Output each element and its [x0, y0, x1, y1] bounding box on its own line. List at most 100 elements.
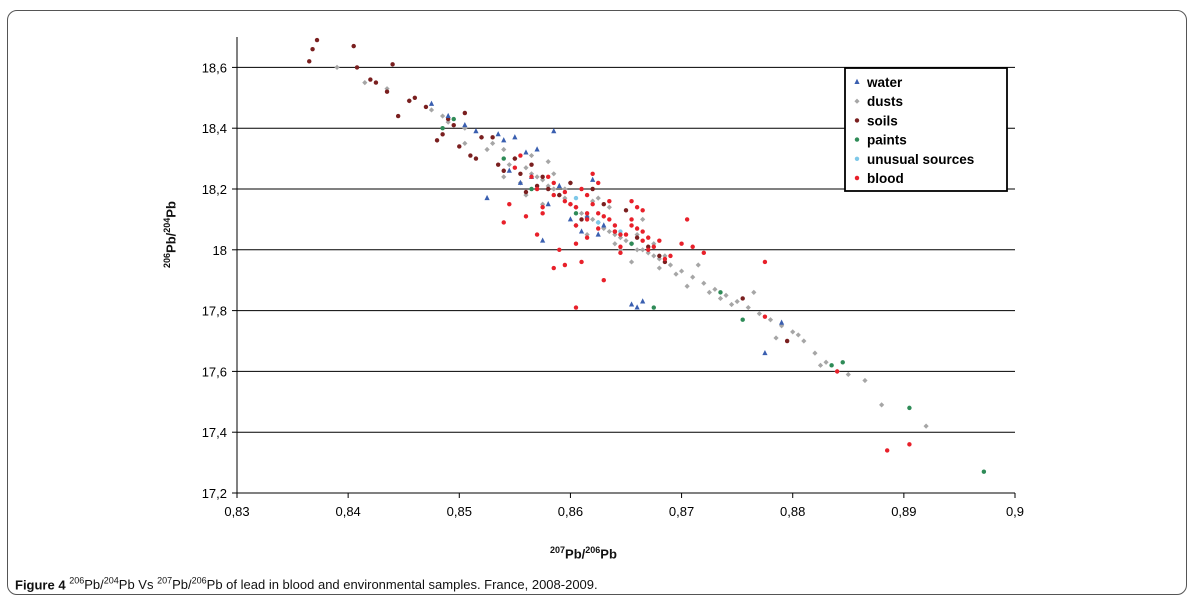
- water-point: [779, 319, 785, 325]
- dusts-point: [690, 274, 696, 280]
- dusts-point: [812, 350, 818, 356]
- y-tick-label: 17,8: [202, 304, 227, 319]
- blood-point: [701, 250, 707, 256]
- soils-point: [310, 46, 315, 52]
- blood-point: [596, 211, 601, 216]
- soils-point: [314, 37, 320, 43]
- blood-point: [584, 235, 590, 240]
- paints-point: [840, 360, 845, 365]
- blood-point: [579, 186, 584, 192]
- blood-point: [562, 189, 568, 195]
- legend-label-unusual-sources: unusual sources: [867, 152, 974, 167]
- dusts-point: [801, 338, 807, 344]
- unusual-sources-point: [596, 220, 601, 225]
- water-point: [517, 179, 524, 185]
- legend-marker-dusts: [854, 98, 860, 104]
- soils-point: [657, 253, 662, 259]
- blood-point: [651, 244, 656, 249]
- dusts-point: [923, 423, 929, 429]
- blood-point: [512, 165, 518, 170]
- blood-point: [557, 247, 562, 253]
- blood-point: [640, 238, 645, 243]
- dusts-point: [673, 271, 679, 277]
- figure-caption: Figure 4 206Pb/204Pb Vs 207Pb/206Pb of l…: [15, 576, 598, 592]
- dusts-point: [767, 317, 774, 323]
- soils-point: [579, 217, 584, 222]
- soils-point: [534, 183, 540, 189]
- legend: water dusts soils paints unusual sources bloo…: [844, 67, 1008, 192]
- dusts-point: [723, 292, 729, 298]
- dusts-point: [667, 262, 674, 268]
- data-points: [307, 37, 987, 474]
- dusts-point: [862, 377, 868, 384]
- legend-marker-water: [854, 78, 860, 84]
- paints-point: [829, 363, 834, 368]
- dusts-point: [606, 204, 612, 210]
- blood-point: [518, 153, 523, 158]
- blood-point: [623, 232, 629, 237]
- soils-point: [634, 235, 640, 240]
- water-point: [556, 182, 562, 188]
- y-tick-label: 18,2: [202, 182, 227, 197]
- blood-point: [573, 205, 579, 210]
- soils-point: [545, 186, 551, 192]
- dusts-point: [728, 301, 735, 308]
- soils-point: [495, 162, 501, 167]
- dusts-point: [701, 280, 707, 286]
- blood-point: [668, 253, 673, 259]
- x-axis-title: 207Pb/206Pb: [550, 545, 617, 562]
- blood-point: [646, 235, 651, 240]
- dusts-point: [501, 146, 507, 153]
- legend-marker-soils: [854, 118, 860, 123]
- soils-point: [423, 104, 429, 110]
- dusts-point: [623, 238, 629, 244]
- water-point: [640, 298, 646, 304]
- blood-point: [534, 232, 540, 237]
- legend-marker-blood: [854, 175, 860, 181]
- blood-point: [523, 214, 529, 219]
- dusts-point: [501, 174, 507, 180]
- x-tick-label: 0,89: [891, 504, 916, 519]
- soils-point: [740, 296, 745, 301]
- dusts-point: [734, 298, 740, 305]
- soils-point: [540, 174, 545, 180]
- water-point: [595, 231, 601, 237]
- water-point: [540, 237, 546, 243]
- paints-point: [451, 116, 456, 122]
- blood-point: [573, 223, 579, 228]
- caption-text: 206Pb/204Pb Vs 207Pb/206Pb of lead in bl…: [69, 576, 598, 593]
- soils-point: [518, 171, 523, 177]
- dusts-point: [428, 107, 435, 113]
- figure-label: Figure 4: [15, 577, 66, 593]
- y-axis-title: 206Pb/204Pb: [162, 201, 179, 268]
- dusts-point: [490, 140, 496, 146]
- x-tick-label: 0,84: [335, 504, 360, 519]
- blood-point: [562, 198, 568, 204]
- soils-point: [646, 244, 651, 249]
- blood-point: [762, 259, 768, 265]
- water-point: [601, 222, 607, 228]
- soils-point: [490, 135, 495, 140]
- figure-frame: [7, 10, 1187, 595]
- water-point: [634, 304, 640, 310]
- blood-point: [634, 205, 640, 210]
- blood-point: [762, 314, 768, 319]
- blood-point: [501, 220, 506, 225]
- blood-point: [601, 214, 606, 219]
- y-tick-labels: 17,2 17,4 17,6 17,8 18 18,2 18,4 18,6: [202, 60, 227, 501]
- dusts-point: [823, 359, 829, 365]
- soils-point: [462, 110, 468, 116]
- paints-point: [573, 211, 579, 216]
- soils-point: [412, 95, 418, 101]
- paints-point: [718, 290, 723, 295]
- blood-point: [534, 186, 540, 192]
- blood-point: [545, 174, 551, 180]
- blood-point: [612, 223, 618, 228]
- dusts-point: [795, 332, 801, 338]
- soils-point: [784, 338, 790, 344]
- y-tick-label: 18,4: [202, 121, 227, 136]
- dusts-point: [578, 210, 585, 216]
- soils-point: [501, 168, 506, 173]
- soils-point: [351, 43, 356, 49]
